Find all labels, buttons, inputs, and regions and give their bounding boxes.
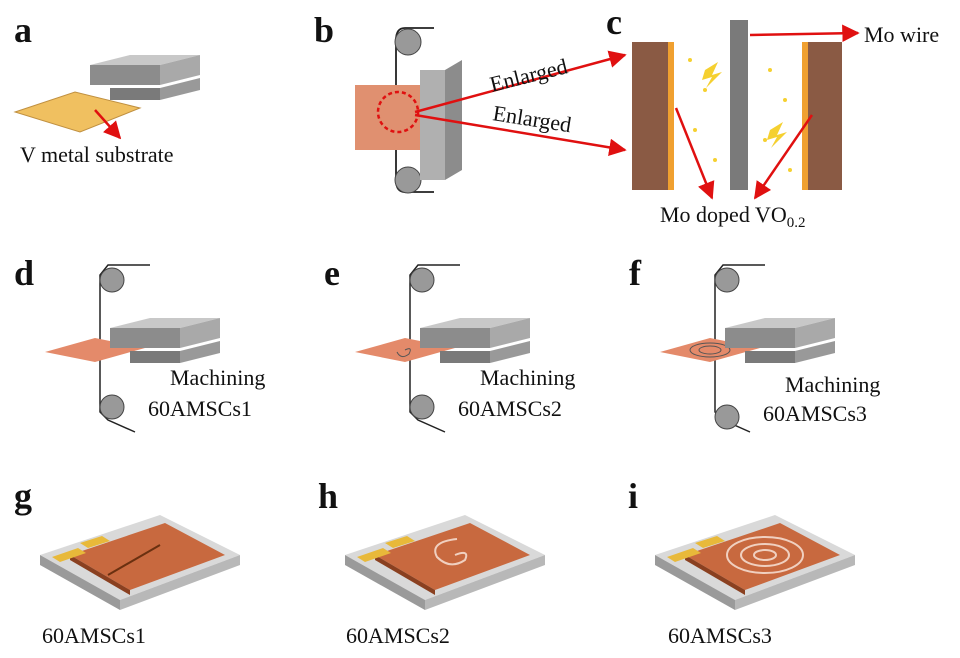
product: 60AMSCs3	[763, 401, 867, 426]
mo-wire	[730, 20, 748, 190]
gap	[107, 544, 161, 576]
wall	[808, 42, 842, 190]
panel-e: e Machining 60AMSCs2	[324, 253, 575, 433]
spiral	[740, 543, 790, 567]
arrow	[94, 109, 122, 140]
clamp	[90, 55, 200, 100]
spiral	[753, 549, 777, 561]
panel-label: c	[606, 2, 622, 42]
wall	[632, 42, 668, 190]
panel-label: g	[14, 476, 32, 516]
process: Machining	[170, 365, 265, 390]
panel-label: e	[324, 253, 340, 293]
clamp	[420, 318, 530, 363]
annotation: Mo doped VO0.2	[660, 202, 805, 231]
cut	[698, 345, 722, 355]
roller	[394, 166, 422, 194]
device	[655, 515, 855, 610]
product: 60AMSCs1	[148, 396, 252, 421]
flame	[668, 42, 674, 190]
caption: 60AMSCs1	[42, 623, 146, 648]
panel-label: d	[14, 253, 34, 293]
cut	[689, 342, 731, 358]
panel-label: f	[629, 253, 642, 293]
spiral	[726, 536, 804, 574]
annotation: Mo wire	[864, 22, 939, 47]
process: Machining	[480, 365, 575, 390]
arrow	[414, 113, 627, 157]
clamp	[420, 70, 445, 180]
caption: V metal substrate	[20, 142, 174, 167]
roller	[99, 267, 125, 293]
substrate	[13, 91, 142, 133]
annotation-text: Mo doped VO	[660, 202, 787, 227]
clamp	[110, 318, 220, 363]
clamp	[725, 318, 835, 363]
panel-label: i	[628, 476, 638, 516]
panel-label: h	[318, 476, 338, 516]
roller	[714, 267, 740, 293]
process: Machining	[785, 372, 880, 397]
arrow	[749, 24, 860, 43]
roller	[409, 394, 435, 420]
cut	[396, 348, 411, 358]
panel-label: b	[314, 10, 334, 50]
arrow	[674, 107, 715, 200]
spiral	[434, 538, 468, 566]
clamp-side	[445, 60, 462, 180]
caption: 60AMSCs3	[668, 623, 772, 648]
subscript: 0.2	[787, 215, 806, 231]
caption: 60AMSCs2	[346, 623, 450, 648]
panel-label: a	[14, 10, 32, 50]
arrow	[414, 50, 627, 114]
panel-f: f Machining 60AMSCs3	[629, 253, 880, 433]
roller	[99, 394, 125, 420]
flame	[802, 42, 808, 190]
product: 60AMSCs2	[458, 396, 562, 421]
panel-d: d Machining 60AMSCs1	[14, 253, 265, 433]
annotation: Enlarged	[487, 53, 570, 96]
sparks	[688, 58, 792, 172]
roller	[714, 404, 740, 430]
roller	[409, 267, 435, 293]
arrow	[753, 114, 814, 200]
device	[40, 515, 240, 610]
annotation: Enlarged	[491, 100, 573, 137]
roller	[394, 28, 422, 56]
